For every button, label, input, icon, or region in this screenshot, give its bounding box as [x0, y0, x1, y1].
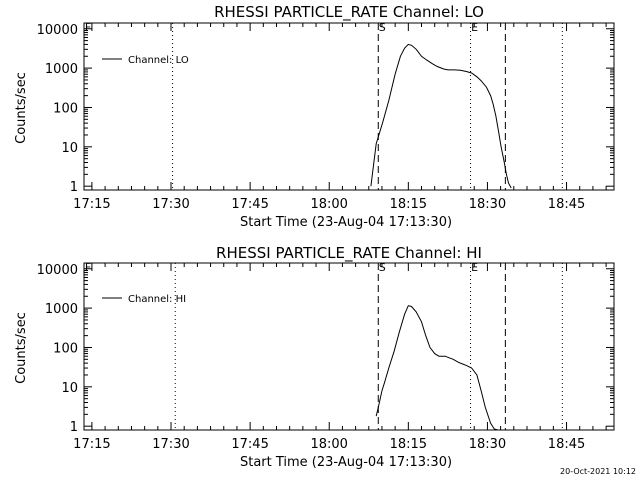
x-tick-label: 18:45	[548, 437, 585, 452]
x-tick-label: 18:30	[469, 197, 506, 212]
x-tick-label: 17:15	[73, 197, 110, 212]
y-tick-label: 10	[61, 141, 78, 156]
chart-panel-lo: RHESSI PARTICLE_RATE Channel: LO Counts/…	[14, 3, 615, 230]
x-axis-label: Start Time (23-Aug-04 17:13:30)	[240, 455, 452, 470]
legend: Channel: HI	[102, 294, 186, 305]
plot-area: 17:15 17:30 17:45 18:00 18:15 18:30 18:45 1 10 10…	[37, 261, 615, 452]
time-marker-label: F	[85, 21, 91, 34]
chart-title: RHESSI PARTICLE_RATE Channel: HI	[216, 244, 482, 263]
x-tick-label: 17:30	[152, 437, 189, 452]
series-line	[375, 305, 499, 431]
y-tick-label: 1000	[45, 302, 78, 317]
legend-label: Channel: LO	[128, 55, 189, 66]
time-marker-label: E	[471, 21, 478, 34]
y-tick-label: 10	[61, 381, 78, 396]
x-tick-label: 17:45	[231, 437, 268, 452]
timestamp: 20-Oct-2021 10:12	[560, 467, 636, 476]
plot-frame	[83, 22, 615, 191]
legend-label: Channel: HI	[128, 294, 186, 305]
chart-title: RHESSI PARTICLE_RATE Channel: LO	[214, 3, 484, 22]
y-tick-label: 10000	[37, 23, 78, 38]
y-tick-label: 1	[70, 180, 78, 195]
time-marker-label: S	[379, 261, 386, 274]
x-tick-label: 18:00	[310, 437, 347, 452]
y-axis-label: Counts/sec	[14, 72, 29, 144]
x-tick-label: 18:00	[310, 197, 347, 212]
x-tick-label: 18:45	[548, 197, 585, 212]
y-tick-label: 1000	[45, 62, 78, 77]
x-tick-label: 17:45	[231, 197, 268, 212]
x-tick-label: 17:15	[73, 437, 110, 452]
y-tick-label: 100	[53, 341, 78, 356]
time-marker-label: F	[85, 261, 91, 274]
y-axis-label: Counts/sec	[14, 312, 29, 384]
time-marker-label: E	[471, 261, 478, 274]
x-tick-label: 18:15	[390, 437, 427, 452]
x-tick-label: 18:30	[469, 437, 506, 452]
y-tick-label: 100	[53, 101, 78, 116]
chart-panel-hi: RHESSI PARTICLE_RATE Channel: HI Counts/…	[14, 244, 615, 470]
plot-frame	[83, 262, 615, 431]
y-tick-label: 10000	[37, 263, 78, 278]
x-tick-label: 18:15	[390, 197, 427, 212]
series-line	[370, 43, 512, 189]
legend: Channel: LO	[102, 55, 189, 66]
x-axis-label: Start Time (23-Aug-04 17:13:30)	[240, 215, 452, 230]
x-tick-label: 17:30	[152, 197, 189, 212]
plot-area: 17:15 17:30 17:45 18:00 18:15 18:30 18:45 1 10 10…	[37, 21, 615, 212]
time-marker-label: S	[379, 21, 386, 34]
y-tick-label: 1	[70, 420, 78, 435]
